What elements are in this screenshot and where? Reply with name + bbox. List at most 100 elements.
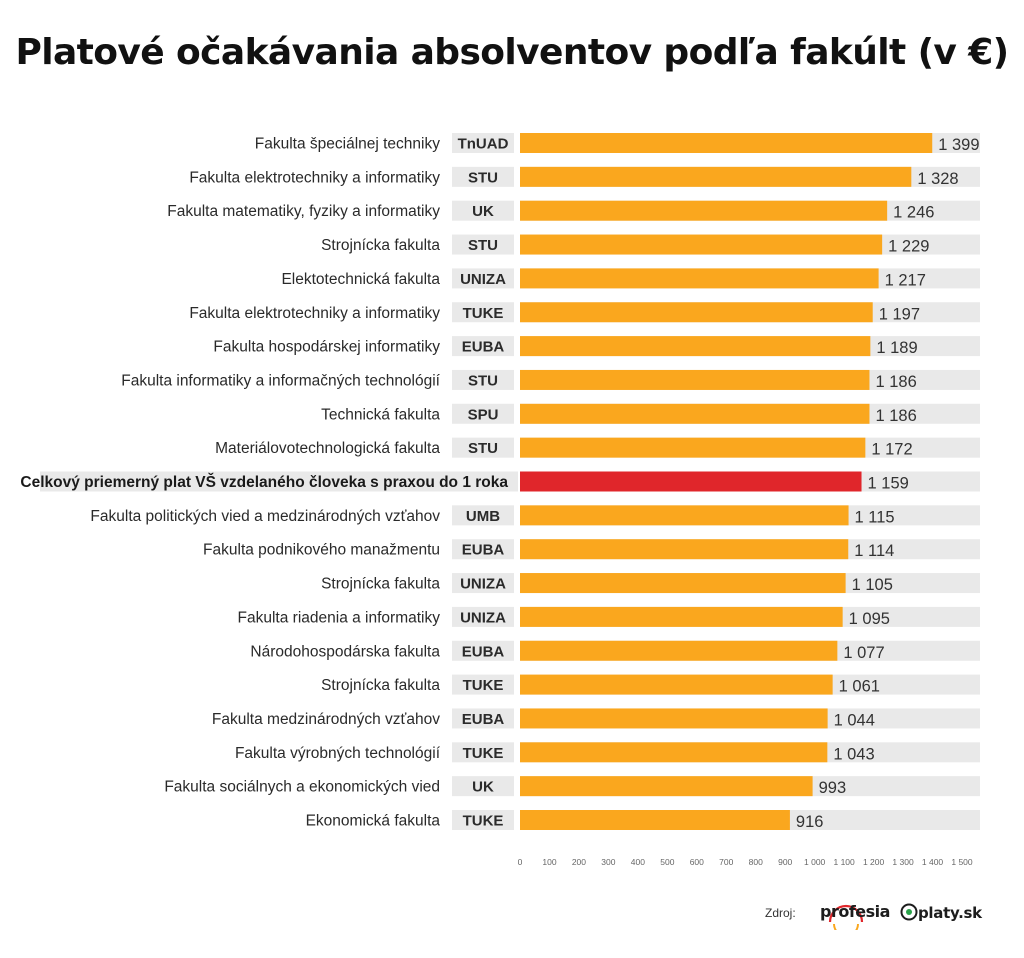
school-abbr: EUBA — [462, 711, 505, 728]
bar-value-label: 1 399 — [938, 136, 979, 154]
bar — [520, 200, 888, 221]
faculty-label: Technická fakulta — [321, 406, 440, 423]
school-badge-bg — [452, 539, 514, 560]
bar-value-label: 1 115 — [855, 508, 895, 526]
bar-value-label: 1 217 — [885, 271, 926, 289]
x-tick-label: 600 — [690, 857, 704, 867]
faculty-label: Materiálovotechnologická fakulta — [215, 440, 440, 457]
faculty-label: Strojnícka fakulta — [321, 677, 440, 694]
faculty-label: Národohospodárska fakulta — [250, 643, 440, 660]
school-badge-bg — [452, 268, 514, 289]
faculty-label: Fakulta hospodárskej informatiky — [213, 339, 440, 356]
school-abbr: TUKE — [463, 813, 504, 830]
school-abbr: STU — [468, 372, 498, 389]
faculty-label: Fakulta elektrotechniky a informatiky — [189, 169, 440, 186]
school-badge-bg — [452, 640, 514, 661]
bar — [520, 268, 879, 289]
bar-value-label: 1 229 — [888, 238, 929, 256]
school-abbr: UNIZA — [460, 576, 506, 593]
bar — [520, 234, 883, 255]
bar — [520, 776, 813, 797]
bar — [520, 742, 828, 763]
bar — [520, 708, 828, 729]
x-tick-label: 800 — [749, 857, 763, 867]
bar-value-label: 1 328 — [917, 170, 958, 188]
x-tick-label: 200 — [572, 857, 586, 867]
bar-chart: TnUAD Fakulta špeciálnej techniky 1 399 STU… — [20, 133, 980, 867]
school-badge-bg — [452, 166, 514, 187]
bar-value-label: 916 — [796, 813, 824, 831]
faculty-label: Ekonomická fakulta — [306, 813, 441, 830]
school-badge-bg — [452, 606, 514, 627]
x-tick-label: 100 — [542, 857, 556, 867]
school-abbr: UNIZA — [460, 609, 506, 626]
faculty-label: Fakulta medzinárodných vzťahov — [212, 711, 440, 728]
school-abbr: STU — [468, 440, 498, 457]
faculty-label: Fakulta matematiky, fyziky a informatiky — [167, 203, 440, 220]
faculty-label: Strojnícka fakulta — [321, 237, 440, 254]
highlight-label: Celkový priemerný plat VŠ vzdelaného člo… — [20, 473, 508, 491]
bar-value-label: 993 — [819, 779, 847, 797]
school-badge-bg — [452, 708, 514, 729]
bar-value-label: 1 043 — [833, 745, 874, 763]
platy-logo: platy.sk — [918, 904, 982, 922]
school-abbr: TUKE — [463, 745, 504, 762]
school-abbr: UNIZA — [460, 271, 506, 288]
faculty-label: Strojnícka fakulta — [321, 576, 440, 593]
bar — [520, 437, 866, 458]
school-abbr: TUKE — [463, 677, 504, 694]
school-badge-bg — [452, 234, 514, 255]
school-abbr: TUKE — [463, 305, 504, 322]
school-abbr: SPU — [468, 406, 499, 423]
school-badge-bg — [452, 776, 514, 797]
school-abbr: UMB — [466, 508, 500, 525]
faculty-label: Fakulta politických vied a medzinárodnýc… — [90, 508, 440, 525]
x-tick-label: 1 000 — [804, 857, 826, 867]
bar — [520, 606, 843, 627]
bar — [520, 336, 871, 357]
profesia-logo: profesia — [820, 902, 890, 921]
school-abbr: TnUAD — [458, 136, 509, 153]
bar-value-label: 1 114 — [854, 542, 894, 560]
bar — [520, 573, 846, 594]
school-badge-bg — [452, 810, 514, 830]
x-tick-label: 1 500 — [951, 857, 973, 867]
school-badge-bg — [452, 302, 514, 323]
bar — [520, 403, 870, 424]
bar-value-label: 1 197 — [879, 305, 920, 323]
school-badge-bg — [452, 336, 514, 357]
faculty-label: Elektotechnická fakulta — [281, 271, 440, 288]
source-label: Zdroj: — [765, 906, 796, 920]
school-abbr: STU — [468, 169, 498, 186]
school-abbr: EUBA — [462, 643, 505, 660]
platy-logo-icon — [900, 903, 918, 921]
bar-value-label: 1 172 — [871, 441, 912, 459]
faculty-label: Fakulta špeciálnej techniky — [255, 136, 440, 153]
bar-value-label: 1 246 — [893, 204, 934, 222]
school-abbr: STU — [468, 237, 498, 254]
bar-value-label: 1 061 — [839, 678, 880, 696]
x-tick-label: 700 — [719, 857, 733, 867]
bar-value-label: 1 095 — [849, 610, 890, 628]
bar — [520, 166, 912, 187]
school-abbr: EUBA — [462, 339, 505, 356]
profesia-logo-arc-icon — [828, 904, 864, 930]
school-badge-bg — [452, 369, 514, 390]
faculty-label: Fakulta elektrotechniky a informatiky — [189, 305, 440, 322]
bar — [520, 674, 833, 695]
x-tick-label: 0 — [518, 857, 523, 867]
average-bar — [520, 471, 862, 492]
x-tick-label: 900 — [778, 857, 792, 867]
x-tick-label: 1 200 — [863, 857, 885, 867]
faculty-label: Fakulta podnikového manažmentu — [203, 542, 440, 559]
bar — [520, 539, 849, 560]
bar-value-label: 1 186 — [875, 373, 916, 391]
school-badge-bg — [452, 200, 514, 221]
bar-value-label: 1 044 — [834, 711, 875, 729]
highlight-label-bg — [40, 471, 518, 492]
school-badge-bg — [452, 674, 514, 695]
bar — [520, 810, 790, 830]
school-abbr: UK — [472, 203, 494, 220]
bar — [520, 640, 838, 661]
bar — [520, 133, 933, 153]
